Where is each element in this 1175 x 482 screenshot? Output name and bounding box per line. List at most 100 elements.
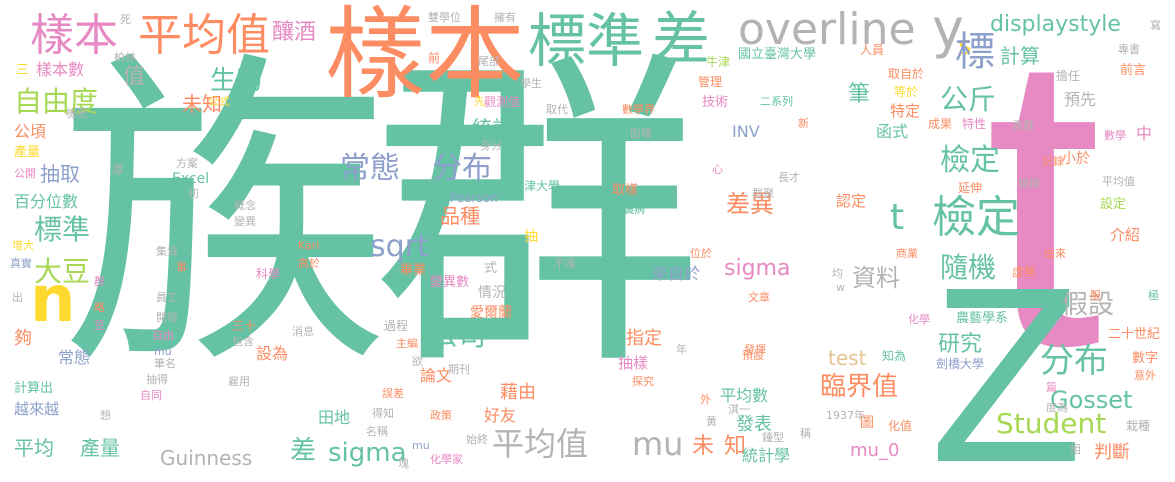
cloud-word: 面積	[630, 127, 652, 140]
cloud-word: 學生	[520, 77, 542, 90]
cloud-word: 化值	[888, 419, 913, 433]
cloud-word: 統計	[472, 116, 512, 140]
cloud-word: 位於	[690, 247, 712, 260]
cloud-word: 貢獻	[1012, 119, 1034, 132]
cloud-word: 主編	[396, 337, 418, 350]
cloud-word: 群	[94, 275, 105, 288]
cloud-word: 知	[724, 434, 747, 459]
cloud-word: 稱	[800, 427, 811, 440]
cloud-word: 越來越	[14, 400, 60, 418]
cloud-word: 變異	[234, 215, 256, 228]
cloud-word: 隨機	[940, 251, 997, 284]
cloud-word: 劍橋大學	[936, 357, 985, 371]
cloud-word: 名稱	[366, 425, 388, 438]
cloud-word: 前	[428, 51, 441, 65]
cloud-word: 真實	[10, 257, 32, 270]
cloud-word: 來源	[514, 125, 539, 139]
cloud-word: 尾部	[478, 55, 500, 68]
cloud-word: 檢定	[940, 143, 1000, 178]
cloud-word: 平均值	[1102, 175, 1135, 188]
cloud-word: 平均	[14, 436, 54, 460]
cloud-word: 技術	[702, 95, 729, 110]
cloud-word: 大豆	[34, 255, 91, 288]
cloud-word: 淇一	[728, 403, 750, 416]
cloud-word: 臨界值	[820, 372, 899, 402]
cloud-word: 二十世紀	[1108, 327, 1161, 342]
cloud-word: 化學	[908, 313, 930, 326]
cloud-word: 樣本	[325, 0, 525, 113]
cloud-word: 員工	[156, 291, 178, 304]
cloud-word: 服	[1090, 289, 1101, 302]
cloud-word: 由來	[1044, 247, 1066, 260]
cloud-word: 黃	[706, 415, 717, 428]
cloud-word: 差	[652, 5, 711, 73]
cloud-word: 延伸	[958, 181, 983, 195]
cloud-word: 藉由	[500, 382, 536, 403]
cloud-word: 百分位數	[14, 192, 79, 211]
cloud-word: 鐘型	[762, 431, 784, 444]
cloud-word: 專書	[1118, 43, 1140, 56]
cloud-word: 生物	[210, 66, 263, 96]
cloud-word: 抽得	[146, 373, 168, 386]
cloud-word: Guinness	[160, 446, 253, 470]
cloud-word: 情況	[478, 285, 506, 301]
cloud-word: 值	[119, 64, 144, 86]
cloud-word: Pearson	[450, 191, 498, 205]
cloud-word: 文章	[748, 291, 770, 304]
cloud-word: 年	[676, 343, 687, 356]
cloud-word: 取樣	[612, 183, 639, 198]
cloud-word: 預先	[1064, 90, 1097, 109]
cloud-word: 公開	[14, 167, 36, 180]
cloud-word: 常態	[58, 348, 91, 367]
cloud-word: Z	[930, 235, 1083, 482]
cloud-word: 抽樣	[618, 354, 649, 372]
cloud-word: 出	[12, 291, 23, 304]
cloud-word: 來自於	[652, 264, 701, 283]
cloud-word: 分布	[1040, 341, 1108, 381]
cloud-word: Gosset	[1050, 386, 1133, 414]
cloud-word: 探究	[632, 375, 654, 388]
cloud-word: 虛無	[1012, 265, 1037, 279]
cloud-word: 增大	[12, 239, 34, 252]
cloud-word: 指定	[626, 328, 662, 349]
cloud-word: 中	[1136, 124, 1153, 143]
cloud-word: 寫	[1150, 19, 1161, 32]
cloud-word: 方案	[176, 157, 198, 170]
cloud-word: 變異數	[430, 275, 470, 290]
cloud-word: 發揮	[744, 343, 766, 356]
cloud-word: 新	[798, 117, 809, 130]
cloud-word: 認定	[836, 192, 867, 210]
cloud-word: 公頃	[14, 122, 47, 141]
cloud-word: 設定	[1100, 197, 1127, 212]
cloud-word: 平均數	[720, 386, 769, 405]
cloud-word: 介紹	[1110, 226, 1141, 244]
cloud-word: 雇用	[228, 375, 250, 388]
cloud-word: 死	[120, 13, 131, 26]
cloud-word: 標準	[34, 213, 91, 246]
cloud-word: 畢業	[400, 263, 427, 278]
cloud-word: 圖	[860, 415, 874, 431]
cloud-word: 計算	[1000, 44, 1040, 68]
cloud-word: 期刊	[448, 363, 470, 376]
cloud-word: 公斤	[940, 83, 997, 116]
cloud-word: 差	[290, 436, 317, 466]
cloud-word: 塊	[398, 457, 409, 470]
cloud-word: 組	[1070, 443, 1081, 456]
cloud-word: mu	[412, 439, 430, 452]
cloud-word: 觀測值	[484, 95, 521, 109]
cloud-word: 二系列	[760, 95, 793, 108]
cloud-word: 取代	[546, 103, 568, 116]
cloud-word: 商業	[896, 247, 918, 260]
cloud-word: sqrt	[370, 229, 429, 264]
cloud-word: 擔任	[1056, 69, 1081, 83]
cloud-word: 未	[692, 434, 715, 459]
cloud-word: 想	[100, 409, 111, 422]
cloud-word: 數學界	[622, 103, 655, 116]
cloud-word: 未知	[182, 92, 222, 116]
cloud-word: 計算出	[14, 381, 54, 396]
cloud-word: 標準	[528, 7, 645, 75]
cloud-word: 筆	[848, 82, 871, 107]
cloud-word: 標	[955, 29, 995, 75]
cloud-word: overline	[738, 4, 916, 55]
cloud-word: 設為	[256, 344, 289, 363]
